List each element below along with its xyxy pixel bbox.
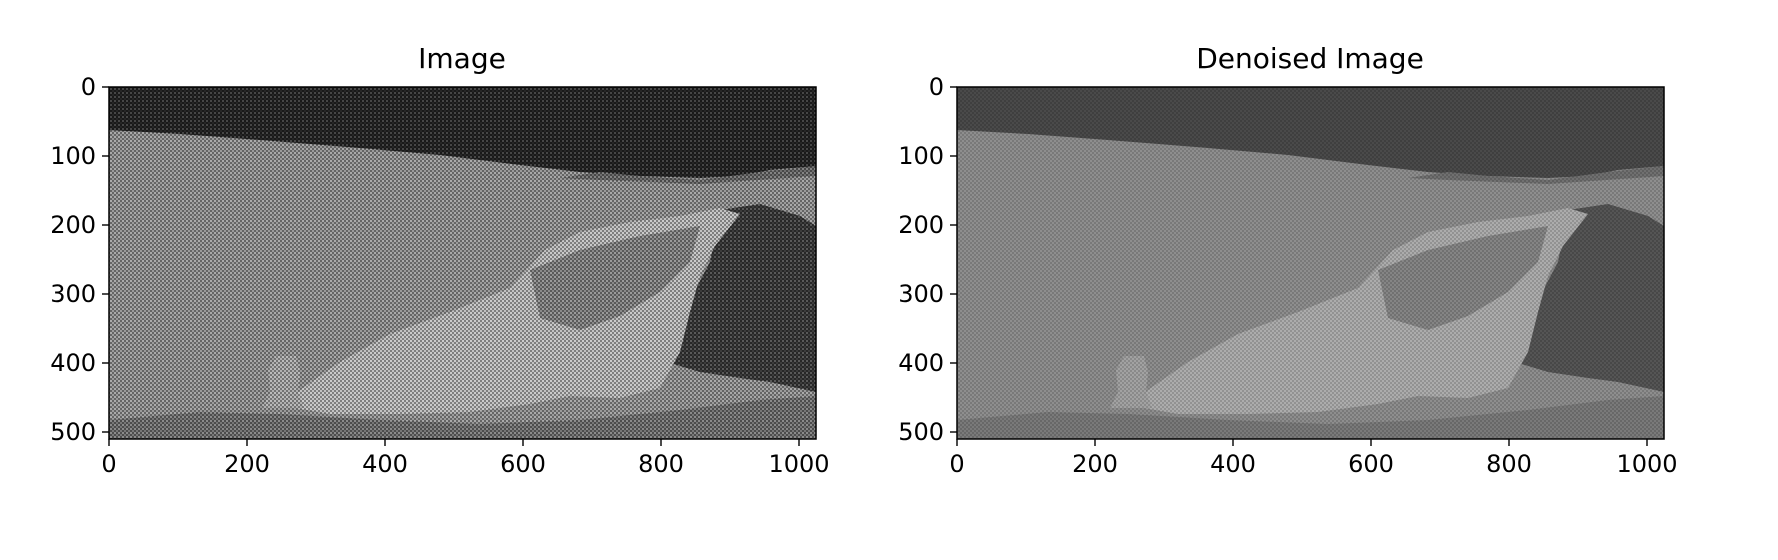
y-tick-label: 200 <box>898 211 944 239</box>
x-tick-label: 200 <box>1072 450 1118 478</box>
panel-title: Denoised Image <box>1196 42 1424 75</box>
y-tick-label: 200 <box>50 211 96 239</box>
x-axis: 0 200 400 600 800 1000 <box>949 439 1678 478</box>
x-tick-label: 0 <box>949 450 964 478</box>
x-tick-label: 800 <box>1486 450 1532 478</box>
y-tick-label: 100 <box>898 142 944 170</box>
panel-title: Image <box>418 42 506 75</box>
y-tick-label: 300 <box>50 280 96 308</box>
photo-noise-overlay <box>957 87 1664 439</box>
y-tick-label: 0 <box>81 73 96 101</box>
x-tick-label: 0 <box>101 450 116 478</box>
x-axis: 0 200 400 600 800 1000 <box>101 439 830 478</box>
y-tick-label: 400 <box>898 349 944 377</box>
panel-denoised-image: Denoised Image 0 200 400 600 800 100 <box>898 42 1677 478</box>
panel-image: Image 0 200 400 600 800 1000 <box>50 42 829 478</box>
x-tick-label: 1000 <box>768 450 829 478</box>
photo-noise-overlay <box>109 87 816 439</box>
x-tick-label: 600 <box>500 450 546 478</box>
y-tick-label: 0 <box>929 73 944 101</box>
y-axis: 0 100 200 300 400 500 <box>898 73 957 446</box>
moon-rock-photo-denoised <box>957 87 1664 439</box>
x-tick-label: 200 <box>224 450 270 478</box>
x-tick-label: 600 <box>1348 450 1394 478</box>
axes-frame <box>108 86 817 440</box>
y-tick-label: 500 <box>898 418 944 446</box>
x-tick-label: 800 <box>638 450 684 478</box>
x-tick-label: 400 <box>1210 450 1256 478</box>
x-tick-label: 1000 <box>1616 450 1677 478</box>
y-tick-label: 100 <box>50 142 96 170</box>
axes-frame <box>956 86 1665 440</box>
x-tick-label: 400 <box>362 450 408 478</box>
moon-rock-photo <box>109 87 816 439</box>
y-tick-label: 500 <box>50 418 96 446</box>
y-tick-label: 300 <box>898 280 944 308</box>
y-tick-label: 400 <box>50 349 96 377</box>
y-axis: 0 100 200 300 400 500 <box>50 73 109 446</box>
